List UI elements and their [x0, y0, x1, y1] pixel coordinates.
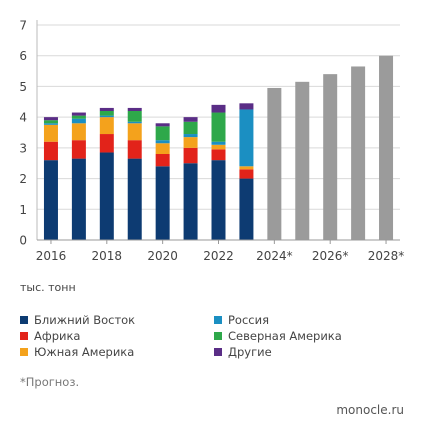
- legend-swatch: [20, 316, 28, 324]
- bar-segment: [127, 107, 142, 111]
- y-tick-label: 1: [19, 203, 27, 217]
- bar-segment: [239, 166, 254, 170]
- bar-segment: [239, 178, 254, 240]
- bar-segment: [71, 158, 86, 240]
- legend-swatch: [214, 316, 222, 324]
- source-label: monocle.ru: [336, 403, 404, 417]
- stacked-bar-chart: 0 1 2 3 4 5 6 7 2016 2018 2020 2022 2024* 2026* 2028*: [19, 19, 405, 264]
- bar-segment: [239, 109, 254, 167]
- bar-segment: [155, 140, 170, 144]
- forecast-bar: [379, 55, 394, 240]
- bar-segment: [99, 152, 114, 240]
- bar-segment: [183, 117, 198, 122]
- bar-segment: [127, 111, 142, 122]
- bar-segment: [239, 169, 254, 179]
- bar-segment: [99, 117, 114, 135]
- bar-segment: [43, 141, 58, 161]
- y-tick-label: 0: [19, 234, 27, 248]
- legend-label: Россия: [228, 313, 270, 327]
- bar-segment: [43, 124, 58, 142]
- y-tick-label: 7: [19, 19, 27, 33]
- y-tick-label: 2: [19, 172, 27, 186]
- bar-segment: [183, 134, 198, 138]
- bar-segment: [127, 140, 142, 159]
- legend-item-russia: Россия: [214, 313, 269, 327]
- x-tick-label: 2018: [92, 249, 123, 263]
- forecast-bar: [295, 81, 310, 240]
- legend-swatch: [20, 348, 28, 356]
- bar-segment: [71, 123, 86, 141]
- bar-segment: [155, 143, 170, 154]
- bar-segment: [71, 112, 86, 116]
- bar-segment: [155, 166, 170, 240]
- bar-segment: [99, 134, 114, 153]
- legend-item-north-america: Северная Америка: [214, 329, 342, 343]
- y-tick-label: 5: [19, 80, 27, 94]
- bar-segment: [211, 144, 226, 150]
- bar-segment: [71, 118, 86, 124]
- x-tick-label: 2020: [147, 249, 178, 263]
- x-tick-label: 2016: [36, 249, 67, 263]
- bar-segment: [43, 120, 58, 124]
- bar-segment: [155, 123, 170, 127]
- legend-swatch: [20, 332, 28, 340]
- bar-segment: [183, 121, 198, 135]
- bar-segment: [127, 123, 142, 141]
- bar-segment: [155, 126, 170, 141]
- bar-segment: [99, 115, 114, 118]
- legend-item-other: Другие: [214, 345, 272, 359]
- x-tick-label: 2028*: [368, 249, 405, 263]
- y-tick-label: 6: [19, 49, 27, 63]
- bar-segment: [211, 112, 226, 142]
- legend-label: Другие: [228, 345, 272, 359]
- bar-segment: [239, 103, 254, 110]
- bar-segment: [43, 117, 58, 121]
- x-tick-label: 2026*: [312, 249, 349, 263]
- bar-segment: [183, 137, 198, 148]
- forecast-bar: [323, 74, 338, 241]
- legend-swatch: [214, 332, 222, 340]
- bar-segment: [211, 141, 226, 145]
- bar-segment: [71, 140, 86, 159]
- x-tick-label: 2022: [203, 249, 234, 263]
- bar-segment: [43, 160, 58, 240]
- bar-segment: [183, 163, 198, 240]
- bar-segment: [183, 147, 198, 164]
- bar-segment: [211, 149, 226, 161]
- legend-item-south-america: Южная Америка: [20, 345, 134, 359]
- bar-segment: [99, 107, 114, 111]
- footnote: *Прогноз.: [20, 375, 80, 389]
- x-tick-label: 2024*: [256, 249, 293, 263]
- bar-segment: [211, 160, 226, 240]
- bar-segment: [43, 123, 58, 125]
- legend-label: Северная Америка: [228, 329, 342, 343]
- bar-segment: [99, 111, 114, 116]
- legend-item-africa: Африка: [20, 329, 80, 343]
- legend-label: Южная Америка: [34, 345, 135, 359]
- bar-segment: [127, 158, 142, 240]
- legend-item-middle-east: Ближний Восток: [20, 313, 135, 327]
- forecast-bar: [351, 66, 366, 240]
- legend-swatch: [214, 348, 222, 356]
- unit-label: тыс. тонн: [20, 281, 76, 294]
- legend-label: Ближний Восток: [34, 313, 136, 327]
- bar-segment: [71, 115, 86, 119]
- bar-segment: [211, 104, 226, 113]
- forecast-bar: [267, 87, 282, 240]
- y-tick-label: 4: [19, 111, 27, 125]
- legend-label: Африка: [34, 329, 81, 343]
- bar-segment: [155, 154, 170, 167]
- bar-segment: [127, 121, 142, 124]
- y-tick-label: 3: [19, 141, 27, 155]
